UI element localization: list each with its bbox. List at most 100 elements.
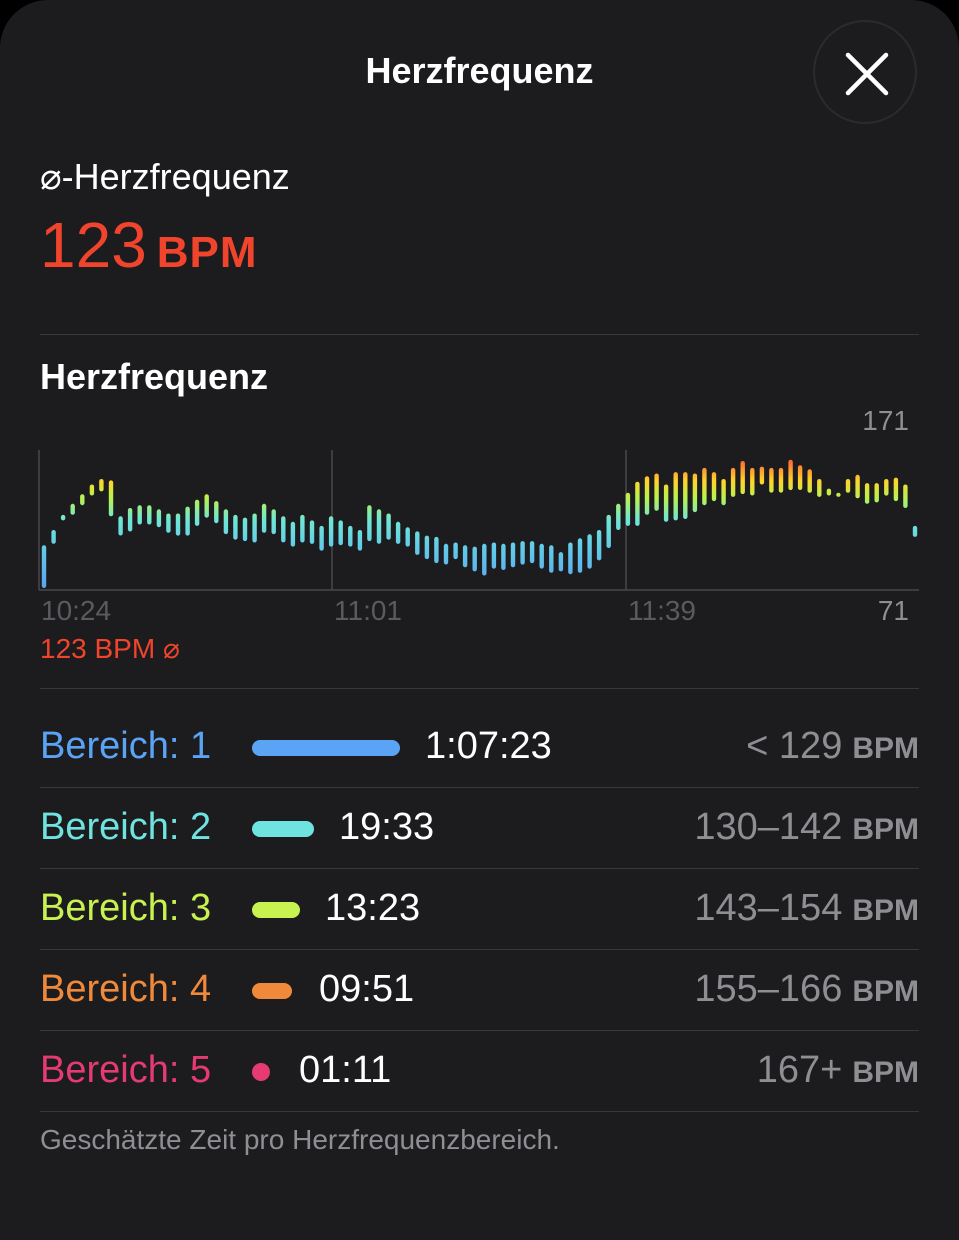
zone-range: 143–154 BPM: [694, 887, 919, 930]
heart-rate-bar: [41, 545, 47, 588]
heart-rate-bar: [616, 503, 621, 530]
y-min-label: 71: [878, 595, 909, 626]
heart-rate-bar: [683, 472, 688, 519]
heart-rate-bar: [826, 488, 832, 496]
heart-rate-bar: [357, 530, 363, 551]
zone-range-value: 167+: [756, 1049, 843, 1091]
heart-rate-bar: [214, 501, 219, 524]
zone-label: Bereich: 4: [40, 968, 212, 1010]
heart-rate-bar: [549, 545, 554, 573]
heart-rate-bar: [520, 541, 525, 565]
zone-range: 155–166 BPM: [694, 968, 919, 1011]
average-unit: BPM: [156, 228, 258, 277]
zone-range: < 129 BPM: [746, 725, 919, 768]
zone-bar: [252, 740, 400, 756]
heart-rate-bar: [663, 484, 669, 522]
zone-row-2[interactable]: Bereich: 2 19:33 130–142 BPM: [40, 788, 919, 869]
average-number: 123: [40, 209, 147, 281]
zone-time: 09:51: [319, 968, 415, 1010]
heart-rate-bar: [893, 477, 899, 502]
heart-rate-bar: [644, 476, 650, 515]
heart-rate-bar: [769, 467, 774, 493]
zone-time: 01:11: [299, 1049, 392, 1091]
heart-rate-bar: [338, 520, 343, 546]
zone-range-value: 155–166: [694, 968, 843, 1010]
heart-rate-bar: [175, 513, 181, 536]
divider: [40, 334, 919, 335]
zone-range-unit: BPM: [852, 975, 919, 1008]
heart-rate-bar: [376, 509, 382, 544]
heart-rate-bar: [836, 492, 841, 497]
heart-rate-bar: [817, 479, 822, 497]
heart-rate-bar: [386, 513, 391, 540]
heart-rate-bar: [348, 525, 353, 547]
x-tick-label: 11:01: [334, 595, 402, 626]
heart-rate-bar: [596, 530, 602, 561]
zone-bar: [252, 1063, 270, 1081]
zone-label: Bereich: 1: [40, 725, 212, 767]
heart-rate-bar: [271, 509, 276, 535]
heart-rate-chart[interactable]: 171 71 10:24 11:01 11:39: [0, 400, 959, 632]
heart-rate-bar: [453, 542, 458, 560]
heart-rate-bar: [424, 535, 430, 560]
heart-rate-bar: [903, 484, 908, 508]
heart-rate-bar: [606, 514, 611, 548]
heart-rate-bar: [482, 543, 487, 576]
y-max-label: 171: [862, 405, 909, 436]
divider: [40, 688, 919, 689]
zone-range-unit: BPM: [852, 1056, 919, 1089]
heart-rate-bar: [80, 494, 85, 506]
heart-rate-bar: [855, 474, 860, 499]
heart-rate-bar: [740, 461, 745, 495]
heart-rate-bar: [864, 483, 870, 504]
sheet-title: Herzfrequenz: [365, 50, 594, 91]
zone-label: Bereich: 2: [40, 806, 212, 848]
x-tick-label: 10:24: [41, 595, 111, 626]
average-tag: 123 BPM ⌀: [40, 633, 180, 664]
close-button[interactable]: [813, 20, 917, 124]
zone-range-unit: BPM: [852, 813, 919, 846]
zone-row-3[interactable]: Bereich: 3 13:23 143–154 BPM: [40, 869, 919, 950]
zone-bar: [252, 821, 314, 837]
heart-rate-bar: [577, 538, 583, 573]
heart-rate-bar: [443, 543, 449, 565]
zone-row-5[interactable]: Bereich: 5 01:11 167+ BPM: [40, 1031, 919, 1112]
heart-rate-bar: [912, 525, 918, 537]
zone-range-value: 130–142: [694, 806, 843, 848]
zone-time: 13:23: [325, 887, 421, 929]
zone-time: 19:33: [339, 806, 435, 848]
zone-range-unit: BPM: [852, 732, 919, 765]
heart-rate-bar: [568, 542, 573, 575]
heart-rate-bar: [242, 517, 248, 542]
heart-rate-bar: [290, 521, 296, 547]
heart-rate-bar: [491, 542, 497, 569]
heart-rate-bar: [884, 479, 889, 496]
heart-rate-bar: [587, 534, 592, 569]
heart-rate-bar: [788, 459, 793, 491]
zone-label: Bereich: 3: [40, 887, 212, 929]
heart-rate-bar: [529, 541, 535, 564]
zone-row-4[interactable]: Bereich: 4 09:51 155–166 BPM: [40, 950, 919, 1031]
zone-row-1[interactable]: Bereich: 1 1:07:23 < 129 BPM: [40, 707, 919, 788]
heart-rate-bar: [223, 509, 229, 535]
zone-label: Bereich: 5: [40, 1049, 212, 1091]
heart-rate-bar: [807, 469, 812, 493]
heart-rate-bar: [711, 472, 717, 502]
heart-rate-bar: [539, 543, 544, 569]
heart-rate-bar: [60, 514, 66, 521]
heart-rate-bar: [99, 479, 104, 492]
x-tick-label: 11:39: [628, 595, 696, 626]
heart-rate-bar: [137, 505, 142, 525]
heart-rate-bar: [730, 467, 736, 497]
zone-range-value: < 129: [746, 725, 843, 767]
heart-rate-bar: [501, 543, 506, 570]
heart-rate-bar: [367, 505, 372, 542]
zone-time: 1:07:23: [425, 725, 552, 767]
heart-rate-bar: [692, 473, 698, 513]
heart-rate-bar: [328, 516, 334, 547]
heart-rate-bar: [845, 479, 851, 493]
heart-rate-bar: [750, 467, 755, 496]
heart-rate-bar: [625, 492, 631, 526]
heart-rate-bar: [654, 473, 659, 511]
heart-rate-bar: [300, 514, 305, 543]
